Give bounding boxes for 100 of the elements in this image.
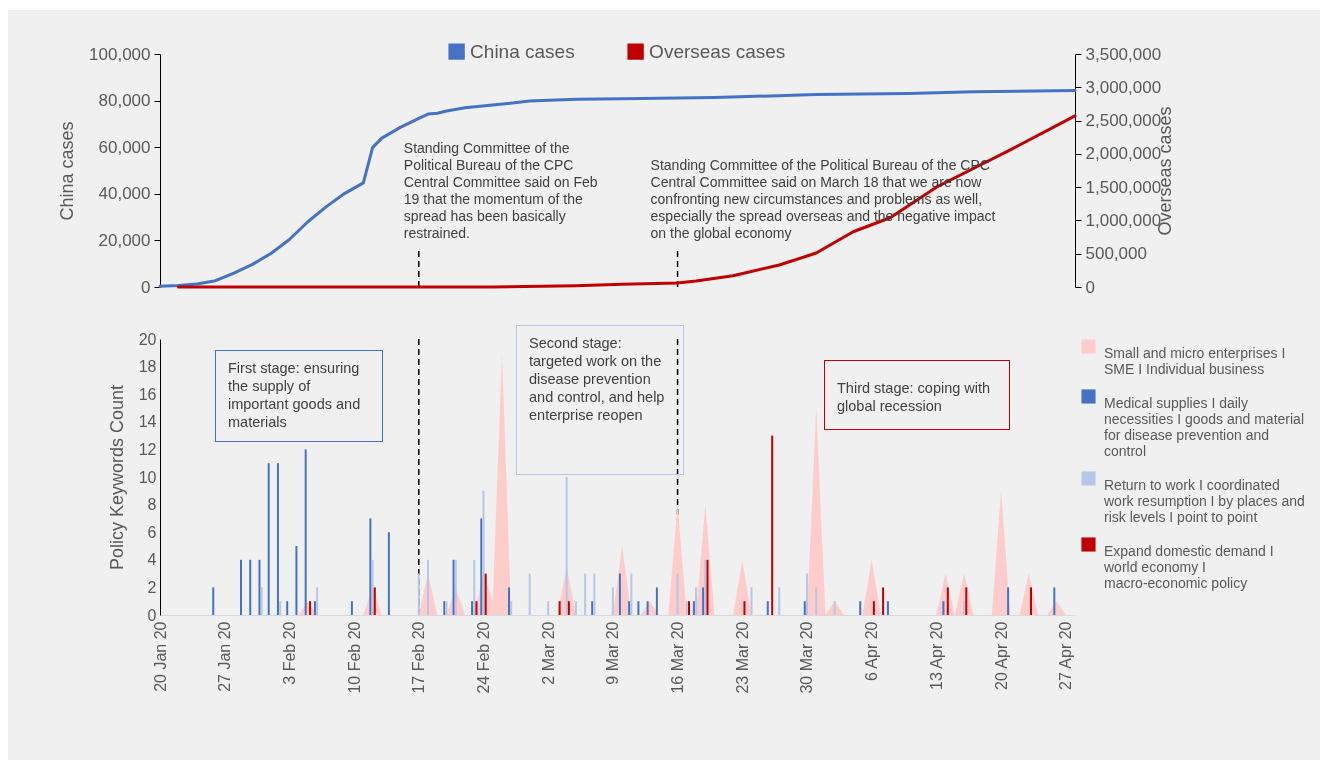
text-box: Third stage: coping with global recession [824, 360, 1010, 430]
bar [611, 587, 614, 615]
x-tick-label: 13 Apr 20 [927, 621, 945, 690]
legend-label: Expand domestic demand I world economy I macro-economic policy [1103, 542, 1274, 591]
bar [350, 601, 353, 615]
text-box: Second stage: targeted work on the disease prevention and control, and help enterprise reopen [516, 325, 684, 475]
bar [260, 587, 263, 615]
bar [778, 587, 781, 615]
bar [371, 559, 374, 615]
bar [630, 573, 633, 615]
bar [239, 559, 242, 615]
y-tick-label: 80,000 [98, 91, 151, 111]
bar [805, 573, 808, 615]
bar [510, 601, 513, 615]
bar [1053, 587, 1056, 615]
bar [279, 601, 282, 615]
bar [859, 601, 862, 615]
y-tick-label: 16 [138, 385, 157, 403]
bar [702, 587, 705, 615]
bar [676, 573, 679, 615]
bar [249, 559, 252, 615]
y-tick-label: 100,000 [89, 44, 151, 64]
x-tick-label: 24 Feb 20 [474, 621, 492, 694]
bar [942, 601, 945, 615]
bar [872, 601, 875, 615]
x-tick-label: 3 Feb 20 [280, 621, 298, 685]
bar [387, 532, 390, 615]
bar [295, 546, 298, 615]
bar [593, 573, 596, 615]
text-box: First stage: ensuring the supply of important goods and materials [215, 350, 383, 442]
bar [565, 477, 568, 615]
bar [286, 601, 289, 615]
y-tick-label: 20 [138, 330, 157, 348]
bar [743, 601, 746, 615]
x-tick-label: 20 Jan 20 [151, 621, 169, 692]
bar [574, 601, 577, 615]
bar [628, 601, 631, 615]
x-tick-label: 23 Mar 20 [733, 621, 751, 694]
y-tick-label: 12 [138, 440, 157, 458]
y-tick-label: 18 [138, 358, 157, 376]
y2-tick-label: 0 [1085, 277, 1095, 297]
bar [637, 601, 640, 615]
bar [480, 518, 483, 615]
x-tick-label: 9 Mar 20 [604, 621, 622, 685]
bar [963, 601, 966, 615]
bar [803, 601, 806, 615]
bar [427, 559, 430, 615]
bar [750, 587, 753, 615]
bar [946, 587, 949, 615]
bar [309, 601, 312, 615]
bar [471, 601, 474, 615]
bar [267, 463, 270, 615]
y-tick-label: 14 [138, 413, 157, 431]
bar [373, 587, 376, 615]
legend-label: Overseas cases [649, 40, 786, 62]
bar [591, 601, 594, 615]
bar [304, 449, 307, 615]
bar [771, 435, 774, 615]
y-axis-title: Policy Keywords Count [106, 384, 127, 571]
x-tick-label: 16 Mar 20 [669, 621, 687, 694]
bar [558, 601, 561, 615]
bar [833, 601, 836, 615]
y2-tick-label: 3,500,000 [1085, 44, 1162, 64]
x-tick-label: 20 Apr 20 [992, 621, 1010, 690]
bar [212, 587, 215, 615]
bar [316, 587, 319, 615]
y2-tick-label: 3,000,000 [1085, 77, 1162, 97]
bar [369, 518, 372, 615]
bar [646, 601, 649, 615]
bar [313, 601, 316, 615]
legend-label: Small and micro enterprises I SME I Individual business [1104, 344, 1286, 377]
y-tick-label: 6 [147, 523, 157, 541]
y-tick-label: 60,000 [98, 137, 151, 157]
y2-tick-label: 500,000 [1085, 244, 1147, 264]
bar [618, 573, 621, 615]
bar [815, 587, 818, 615]
bar [886, 601, 889, 615]
bar [475, 601, 478, 615]
x-tick-label: 10 Feb 20 [345, 621, 363, 694]
legend-label: Medical supplies I daily necessities I goods and material for disease prevention and control [1104, 394, 1304, 459]
legend-label: China cases [470, 40, 575, 62]
y-tick-label: 8 [147, 496, 157, 514]
bar [766, 601, 769, 615]
x-tick-label: 17 Feb 20 [410, 621, 428, 694]
x-tick-label: 2 Mar 20 [539, 621, 557, 685]
bar [692, 601, 695, 615]
y-tick-label: 0 [141, 277, 151, 297]
bar [695, 587, 698, 615]
bar [417, 573, 420, 615]
bar [882, 587, 885, 615]
bar [1007, 587, 1010, 615]
bar [258, 559, 261, 615]
y-tick-label: 10 [138, 468, 157, 486]
bar [584, 573, 587, 615]
annotation: Standing Committee of the Political Bureau of the CPC Central Committee said on Feb 19 that the momentum of the spread has been basically restrained. [403, 140, 598, 241]
y-tick-label: 2 [147, 578, 157, 596]
bar [482, 490, 485, 615]
bar [567, 601, 570, 615]
x-tick-label: 27 Apr 20 [1057, 621, 1075, 690]
y-tick-label: 4 [147, 551, 157, 569]
